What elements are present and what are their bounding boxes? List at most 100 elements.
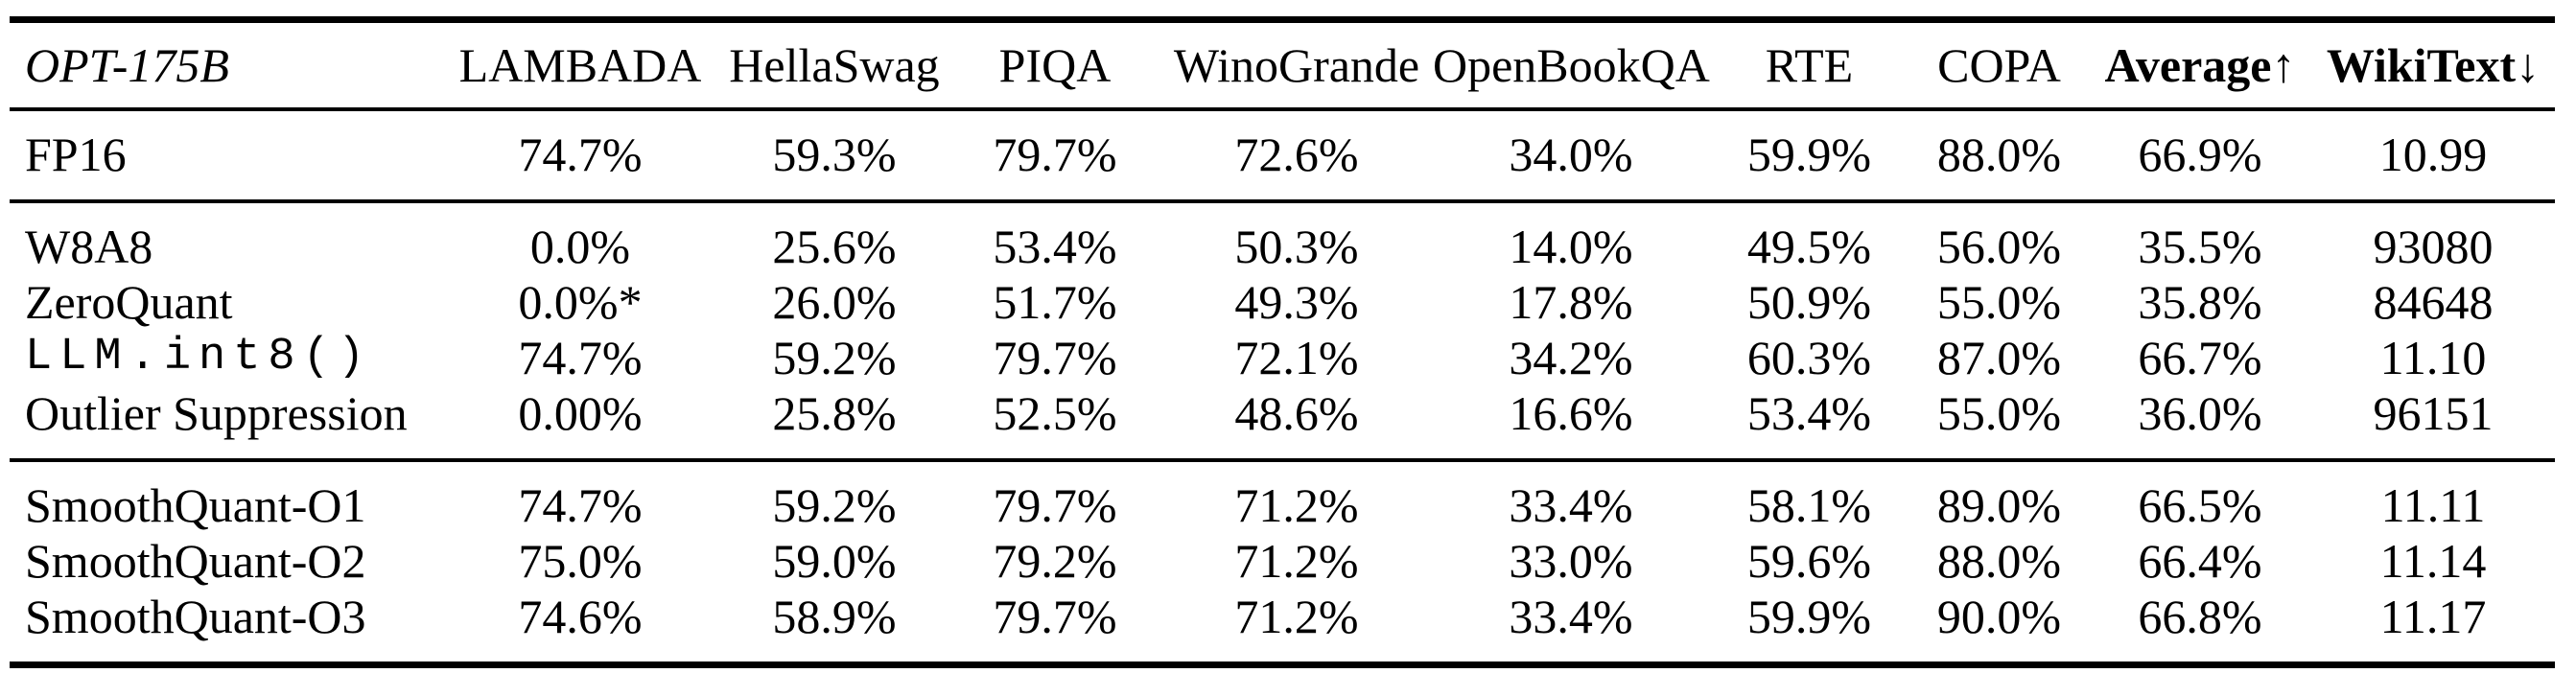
column-header-hellaswag: HellaSwag [729, 38, 940, 92]
column-header-lambada: LAMBADA [458, 38, 702, 92]
cell-value: 59.2% [772, 478, 897, 532]
table-row-llm-int8: LLM.int8() 74.7% 59.2% 79.7% 72.1% 34.2%… [10, 330, 2555, 385]
cell-value: 35.5% [2138, 220, 2262, 273]
cell-value: 25.8% [772, 386, 897, 440]
cell-value: 60.3% [1746, 331, 1872, 384]
cell-value: 55.0% [1936, 275, 2062, 329]
cell-value: 55.0% [1936, 386, 2062, 440]
cell-value: 59.9% [1746, 590, 1872, 643]
cell-value: 74.7% [518, 331, 643, 384]
cell-value: 50.9% [1746, 275, 1872, 329]
baseline-quant-group: W8A8 0.0% 25.6% 53.4% 50.3% 14.0% 49.5% … [10, 201, 2555, 460]
column-header-wikitext-label: WikiText [2326, 38, 2517, 92]
cell-value: 53.4% [993, 220, 1117, 273]
cell-value: 59.2% [772, 331, 897, 384]
cell-value: 33.4% [1509, 590, 1633, 643]
cell-value: 0.00% [518, 386, 643, 440]
cell-value: 34.0% [1509, 128, 1633, 181]
row-label: SmoothQuant-O1 [25, 478, 366, 532]
cell-value: 11.17 [2379, 590, 2487, 643]
cell-value: 66.5% [2138, 478, 2262, 532]
table-row-smoothquant-o1: SmoothQuant-O1 74.7% 59.2% 79.7% 71.2% 3… [10, 460, 2555, 533]
opt175b-results-table: OPT-175B LAMBADA HellaSwag PIQA WinoGran… [10, 16, 2555, 668]
cell-value: 33.4% [1509, 478, 1633, 532]
cell-value: 87.0% [1936, 331, 2062, 384]
baseline-group: FP16 74.7% 59.3% 79.7% 72.6% 34.0% 59.9%… [10, 109, 2555, 201]
cell-value: 93080 [2373, 220, 2494, 273]
row-label: ZeroQuant [25, 275, 233, 329]
cell-value: 96151 [2373, 386, 2494, 440]
column-header-model: OPT-175B [25, 38, 229, 92]
cell-value: 0.0% [529, 220, 631, 273]
cell-value: 14.0% [1509, 220, 1633, 273]
cell-value: 71.2% [1234, 478, 1359, 532]
header-row: OPT-175B LAMBADA HellaSwag PIQA WinoGran… [10, 20, 2555, 110]
table-row-fp16: FP16 74.7% 59.3% 79.7% 72.6% 34.0% 59.9%… [10, 109, 2555, 201]
cell-value: 33.0% [1509, 534, 1633, 588]
cell-value: 50.3% [1234, 220, 1359, 273]
cell-value: 88.0% [1936, 534, 2062, 588]
cell-value: 59.9% [1746, 128, 1872, 181]
row-label: SmoothQuant-O2 [25, 534, 366, 588]
table-row-zeroquant: ZeroQuant 0.0%* 26.0% 51.7% 49.3% 17.8% … [10, 274, 2555, 330]
cell-value: 88.0% [1936, 128, 2062, 181]
cell-value: 0.0%* [518, 275, 643, 329]
cell-value: 71.2% [1234, 534, 1359, 588]
cell-value: 66.4% [2138, 534, 2262, 588]
column-header-average: Average↑ [2089, 20, 2311, 110]
smoothquant-group: SmoothQuant-O1 74.7% 59.2% 79.7% 71.2% 3… [10, 460, 2555, 665]
cell-value: 72.6% [1234, 128, 1359, 181]
cell-value: 53.4% [1746, 386, 1872, 440]
cell-value: 74.7% [518, 128, 643, 181]
row-label: Outlier Suppression [25, 386, 408, 440]
cell-value: 59.6% [1746, 534, 1872, 588]
cell-value: 17.8% [1509, 275, 1633, 329]
column-header-copa: COPA [1937, 38, 2061, 92]
down-arrow-icon: ↓ [2516, 38, 2541, 92]
cell-value: 72.1% [1234, 331, 1359, 384]
cell-value: 71.2% [1234, 590, 1359, 643]
cell-value: 25.6% [772, 220, 897, 273]
cell-value: 11.11 [2380, 478, 2486, 532]
row-label: LLM.int8() [25, 332, 373, 383]
cell-value: 36.0% [2138, 386, 2262, 440]
cell-value: 51.7% [993, 275, 1117, 329]
table-row-smoothquant-o2: SmoothQuant-O2 75.0% 59.0% 79.2% 71.2% 3… [10, 533, 2555, 589]
column-header-winogrande: WinoGrande [1173, 38, 1420, 92]
cell-value: 52.5% [993, 386, 1117, 440]
cell-value: 16.6% [1509, 386, 1633, 440]
column-header-rte: RTE [1765, 38, 1854, 92]
cell-value: 58.9% [772, 590, 897, 643]
cell-value: 79.7% [993, 331, 1117, 384]
row-label: W8A8 [25, 220, 153, 273]
cell-value: 59.0% [772, 534, 897, 588]
cell-value: 11.14 [2379, 534, 2487, 588]
table-row-w8a8: W8A8 0.0% 25.6% 53.4% 50.3% 14.0% 49.5% … [10, 201, 2555, 274]
cell-value: 79.7% [993, 128, 1117, 181]
cell-value: 49.3% [1234, 275, 1359, 329]
cell-value: 11.10 [2379, 331, 2487, 384]
cell-value: 34.2% [1509, 331, 1633, 384]
cell-value: 74.7% [518, 478, 643, 532]
cell-value: 66.7% [2138, 331, 2262, 384]
row-label: SmoothQuant-O3 [25, 590, 366, 643]
cell-value: 66.9% [2138, 128, 2262, 181]
row-label: FP16 [25, 128, 127, 181]
cell-value: 58.1% [1746, 478, 1872, 532]
table-header: OPT-175B LAMBADA HellaSwag PIQA WinoGran… [10, 20, 2555, 110]
cell-value: 79.7% [993, 590, 1117, 643]
up-arrow-icon: ↑ [2271, 38, 2296, 92]
column-header-wikitext: WikiText↓ [2311, 20, 2555, 110]
cell-value: 89.0% [1936, 478, 2062, 532]
table-row-smoothquant-o3: SmoothQuant-O3 74.6% 58.9% 79.7% 71.2% 3… [10, 589, 2555, 665]
cell-value: 79.7% [993, 478, 1117, 532]
column-header-openbookqa: OpenBookQA [1433, 38, 1710, 92]
cell-value: 66.8% [2138, 590, 2262, 643]
cell-value: 35.8% [2138, 275, 2262, 329]
cell-value: 59.3% [772, 128, 897, 181]
column-header-piqa: PIQA [998, 38, 1112, 92]
column-header-average-label: Average [2104, 38, 2272, 92]
cell-value: 26.0% [772, 275, 897, 329]
cell-value: 90.0% [1936, 590, 2062, 643]
